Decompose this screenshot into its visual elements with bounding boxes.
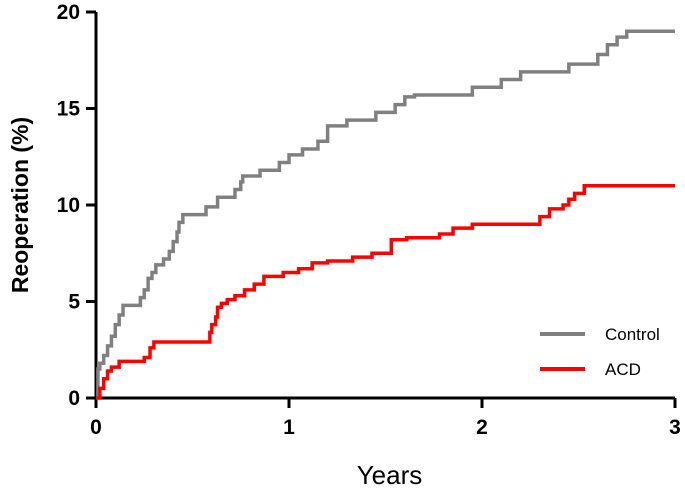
legend-label-control: Control xyxy=(605,325,660,344)
y-tick-label: 5 xyxy=(68,291,80,314)
series-line-control xyxy=(96,29,675,400)
y-tick-label: 15 xyxy=(57,98,81,121)
x-tick-label: 0 xyxy=(90,416,102,439)
x-tick-label: 3 xyxy=(669,416,681,439)
y-tick-label: 20 xyxy=(57,1,80,24)
x-axis-title: Years xyxy=(357,460,423,490)
y-tick-label: 10 xyxy=(57,194,80,217)
legend-label-acd: ACD xyxy=(605,360,641,379)
series-lines xyxy=(96,29,675,400)
ticks: 0 5 10 15 20 0 1 2 3 xyxy=(57,1,681,439)
series-line-acd xyxy=(96,183,675,400)
legend: Control ACD xyxy=(540,325,660,379)
x-tick-label: 2 xyxy=(476,416,488,439)
y-tick-label: 0 xyxy=(68,387,80,410)
y-axis-title: Reoperation (%) xyxy=(7,117,33,293)
x-tick-label: 1 xyxy=(283,416,295,439)
